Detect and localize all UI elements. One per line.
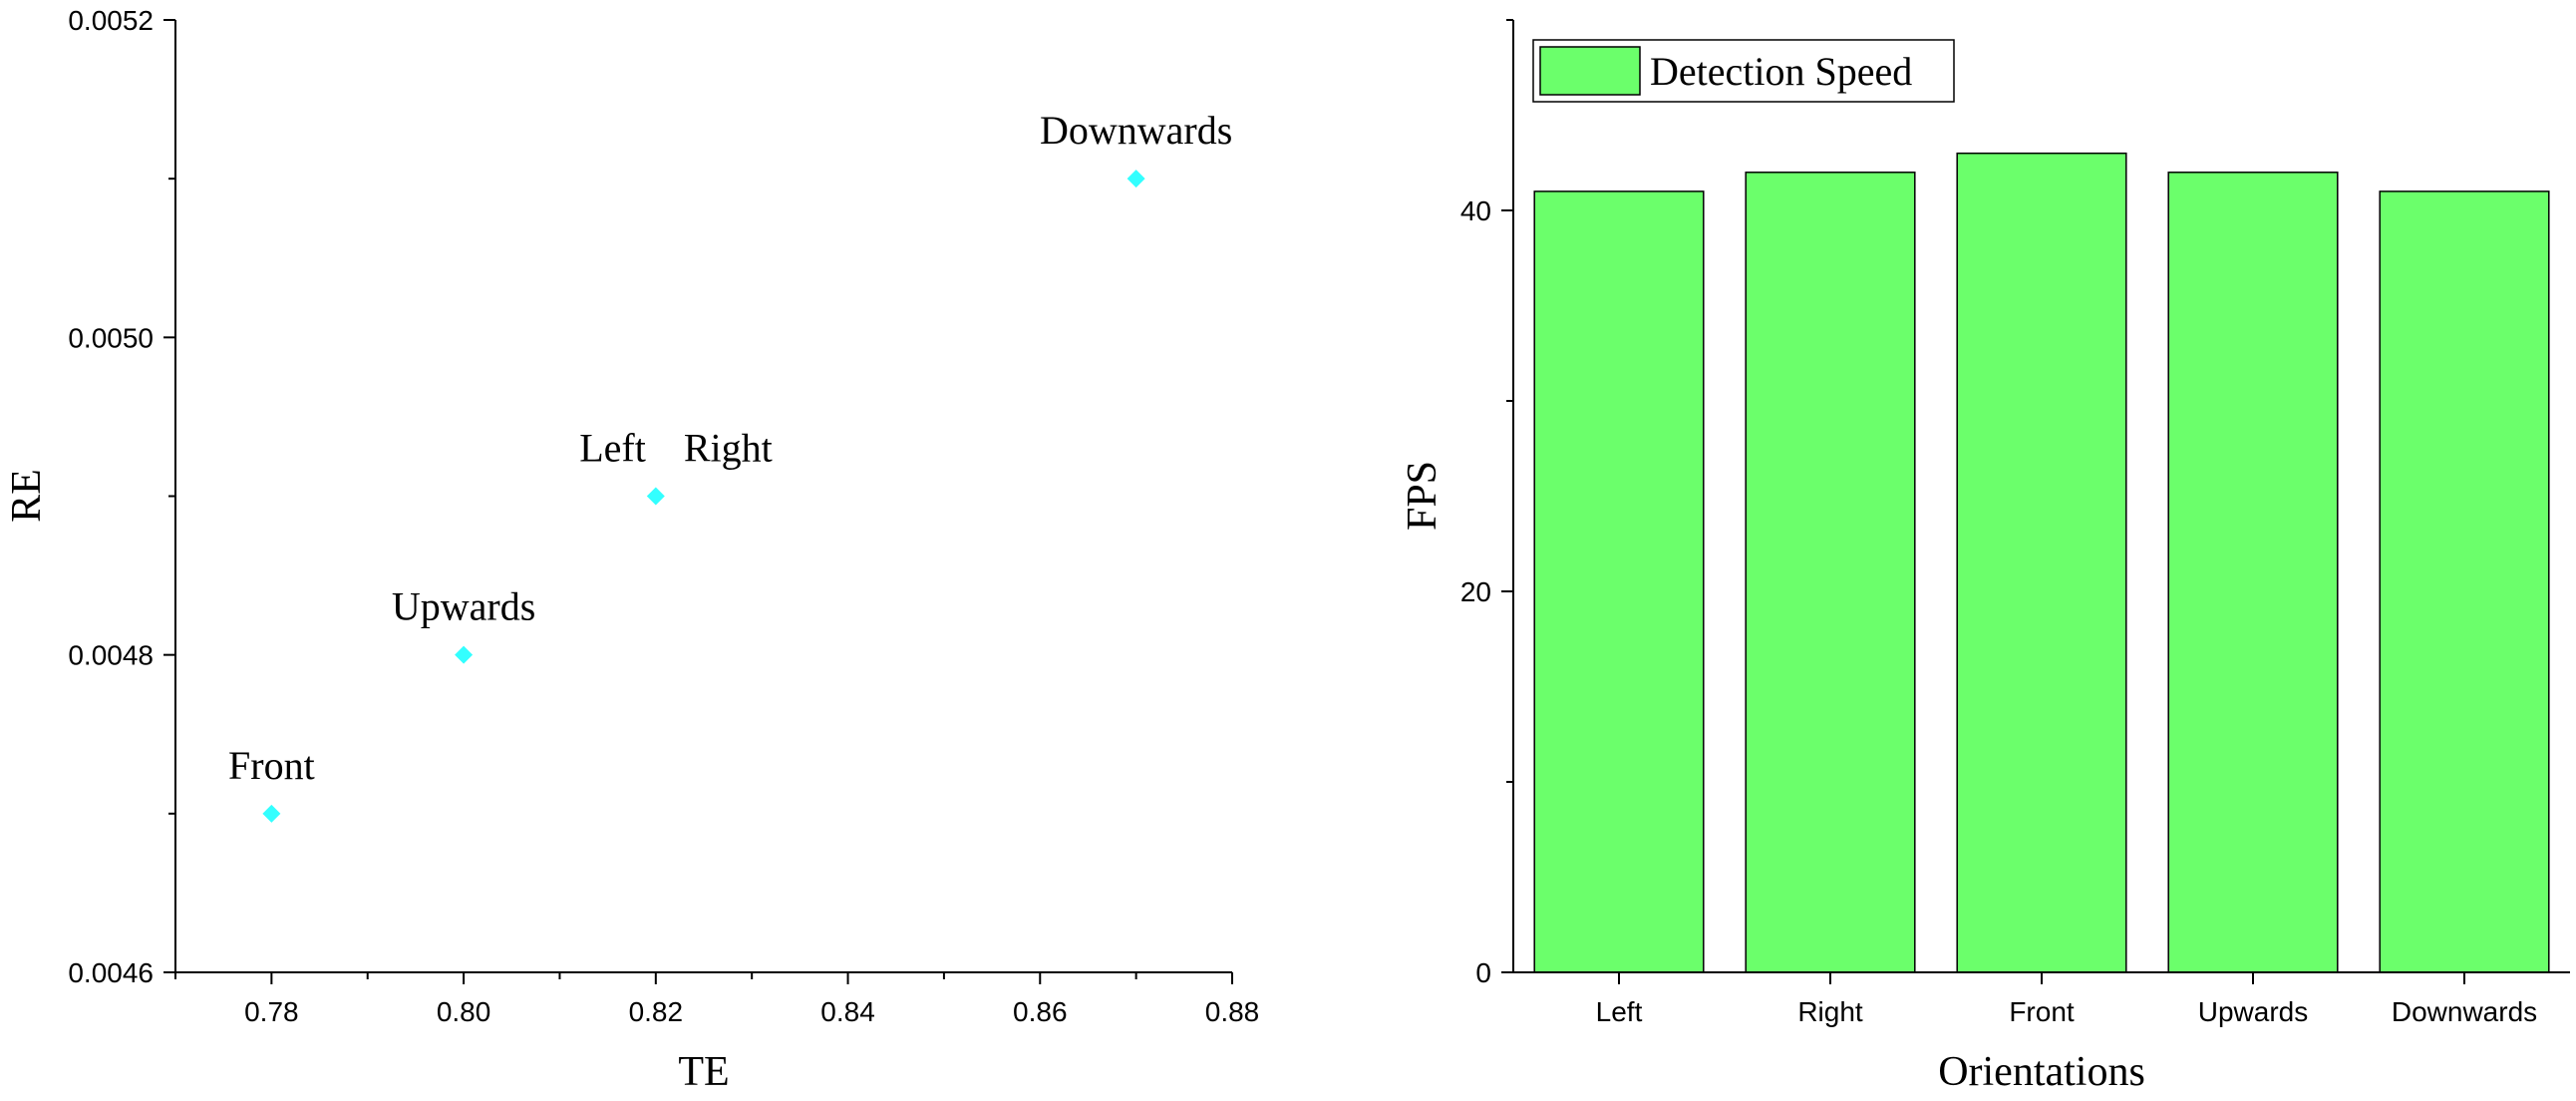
x-tick-label: Right bbox=[1797, 996, 1863, 1027]
x-tick-label: 0.88 bbox=[1205, 996, 1260, 1027]
x-tick-label: Upwards bbox=[2198, 996, 2308, 1027]
scatter-y-axis-title: RE bbox=[4, 469, 50, 523]
point-label: Left bbox=[579, 426, 646, 471]
bar-legend: Detection Speed bbox=[1532, 39, 1955, 103]
x-tick-label: Left bbox=[1596, 996, 1643, 1027]
scatter-ticks: 0.78 0.80 0.82 0.84 0.86 0.88 0.0046 0.0048 0.00… bbox=[68, 5, 1259, 1027]
bar-chart: Left Right Front Upwards Downwards 0 20 40 Dete… bbox=[1400, 19, 2570, 1095]
legend-label: Detection Speed bbox=[1650, 49, 1912, 94]
bar bbox=[2379, 190, 2550, 973]
y-tick-label: 0.0048 bbox=[68, 640, 154, 671]
bar bbox=[1745, 172, 1916, 973]
bar-rects bbox=[1533, 152, 2550, 973]
point-label: Upwards bbox=[392, 584, 535, 629]
scatter-point bbox=[646, 487, 665, 506]
scatter-x-axis-title: TE bbox=[678, 1049, 729, 1095]
scatter-points: Front Upwards Left Right Downwards bbox=[228, 108, 1232, 823]
scatter-point bbox=[455, 645, 474, 664]
point-label: Front bbox=[228, 743, 315, 788]
scatter-point bbox=[262, 804, 281, 823]
point-label: Right bbox=[684, 426, 773, 471]
bar bbox=[1956, 152, 2127, 973]
x-tick-label: 0.84 bbox=[820, 996, 875, 1027]
scatter-chart: 0.78 0.80 0.82 0.84 0.86 0.88 0.0046 0.0048 0.00… bbox=[4, 5, 1259, 1095]
point-label: Downwards bbox=[1040, 108, 1232, 153]
scatter-point bbox=[1127, 170, 1145, 188]
x-tick-label: 0.80 bbox=[437, 996, 491, 1027]
bar bbox=[1533, 190, 1705, 973]
x-tick-label: Front bbox=[2009, 996, 2075, 1027]
bar-ticks: Left Right Front Upwards Downwards 0 20 40 bbox=[1460, 19, 2537, 1027]
bar bbox=[2167, 172, 2339, 973]
bar-x-axis-title: Orientations bbox=[1938, 1049, 2145, 1095]
bar-y-axis-title: FPS bbox=[1400, 461, 1446, 531]
y-tick-label: 40 bbox=[1460, 195, 1491, 226]
x-tick-label: 0.78 bbox=[244, 996, 299, 1027]
y-tick-label: 0.0052 bbox=[68, 5, 154, 36]
x-tick-label: 0.86 bbox=[1013, 996, 1068, 1027]
legend-swatch bbox=[1539, 46, 1641, 96]
y-tick-label: 20 bbox=[1460, 576, 1491, 607]
y-tick-label: 0.0046 bbox=[68, 957, 154, 988]
x-tick-label: Downwards bbox=[2392, 996, 2537, 1027]
x-tick-label: 0.82 bbox=[629, 996, 684, 1027]
y-tick-label: 0.0050 bbox=[68, 322, 154, 353]
y-tick-label: 0 bbox=[1475, 957, 1491, 988]
